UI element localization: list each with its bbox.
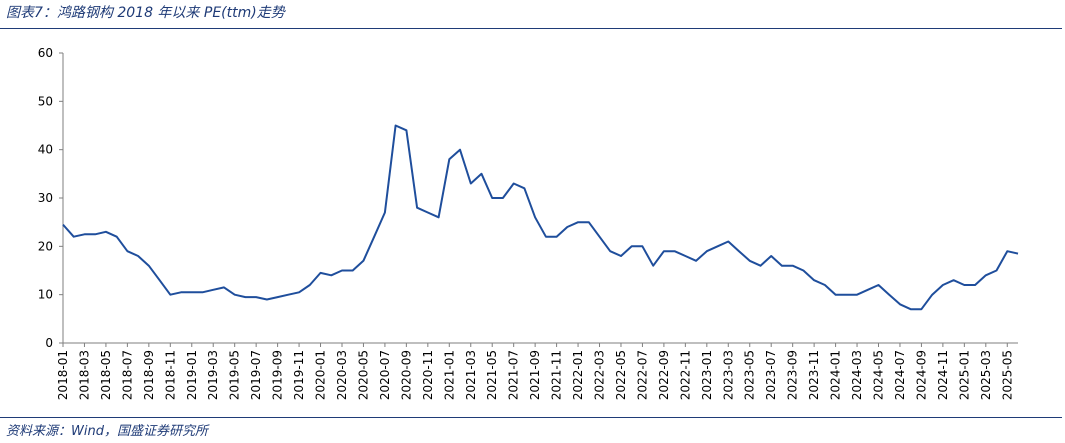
y-tick-label: 40	[38, 143, 53, 157]
figure-source: 资料来源：Wind，国盛证券研究所	[6, 424, 208, 439]
x-tick-label: 2018-07	[120, 350, 134, 400]
x-tick-label: 2022-07	[635, 350, 649, 400]
x-tick-label: 2019-03	[206, 350, 220, 400]
x-tick-label: 2019-07	[249, 350, 263, 400]
chart-axes	[62, 53, 1018, 344]
x-tick-label: 2022-11	[678, 350, 692, 400]
x-tick-label: 2024-11	[936, 350, 950, 400]
x-tick-label: 2024-05	[872, 350, 886, 400]
x-tick-label: 2020-03	[335, 350, 349, 400]
x-tick-label: 2020-05	[356, 350, 370, 400]
x-tick-label: 2019-11	[292, 350, 306, 400]
x-tick-label: 2025-05	[1000, 350, 1014, 400]
x-tick-label: 2024-09	[914, 350, 928, 400]
x-tick-label: 2020-01	[314, 350, 328, 400]
x-tick-label: 2025-03	[979, 350, 993, 400]
x-tick-label: 2023-11	[807, 350, 821, 400]
top-rule	[0, 28, 1062, 29]
x-tick-label: 2024-07	[893, 350, 907, 400]
x-tick-label: 2021-07	[507, 350, 521, 400]
y-tick-label: 0	[45, 336, 53, 350]
x-tick-label: 2021-01	[442, 350, 456, 400]
y-tick-label: 50	[38, 94, 53, 108]
x-tick-label: 2018-09	[142, 350, 156, 400]
x-tick-label: 2021-05	[485, 350, 499, 400]
x-tick-label: 2019-01	[185, 350, 199, 400]
y-tick-label: 60	[38, 46, 53, 60]
x-tick-label: 2023-03	[721, 350, 735, 400]
x-tick-label: 2022-09	[657, 350, 671, 400]
bottom-rule	[0, 417, 1062, 418]
figure-title: 图表7：鸿路钢构 2018 年以来 PE(ttm)走势	[6, 5, 285, 21]
y-tick-label: 30	[38, 191, 53, 205]
x-tick-label: 2018-11	[163, 350, 177, 400]
x-tick-label: 2019-05	[228, 350, 242, 400]
x-tick-label: 2023-07	[764, 350, 778, 400]
x-tick-label: 2022-05	[614, 350, 628, 400]
x-tick-label: 2020-07	[378, 350, 392, 400]
x-tick-label: 2023-01	[700, 350, 714, 400]
x-tick-label: 2023-05	[743, 350, 757, 400]
x-tick-label: 2022-03	[593, 350, 607, 400]
x-tick-label: 2018-01	[56, 350, 70, 400]
y-tick-label: 10	[38, 288, 53, 302]
x-tick-label: 2023-09	[786, 350, 800, 400]
x-tick-label: 2024-03	[850, 350, 864, 400]
x-tick-label: 2018-03	[77, 350, 91, 400]
x-tick-label: 2021-03	[464, 350, 478, 400]
x-tick-label: 2022-01	[571, 350, 585, 400]
y-axis-ticks: 0 10 20 30 40 50 60	[38, 46, 63, 350]
x-tick-label: 2021-09	[528, 350, 542, 400]
x-tick-label: 2018-05	[99, 350, 113, 400]
x-tick-label: 2021-11	[550, 350, 564, 400]
x-tick-label: 2020-09	[399, 350, 413, 400]
x-tick-label: 2024-01	[829, 350, 843, 400]
pe-ttm-line	[62, 124, 1019, 311]
y-tick-label: 20	[38, 239, 53, 253]
x-tick-label: 2019-09	[271, 350, 285, 400]
x-tick-label: 2020-11	[421, 350, 435, 400]
x-axis-ticks: 2018-01 2018-03 2018-05 2018-07 2018-09 2018-…	[56, 343, 1014, 400]
x-tick-label: 2025-01	[957, 350, 971, 400]
